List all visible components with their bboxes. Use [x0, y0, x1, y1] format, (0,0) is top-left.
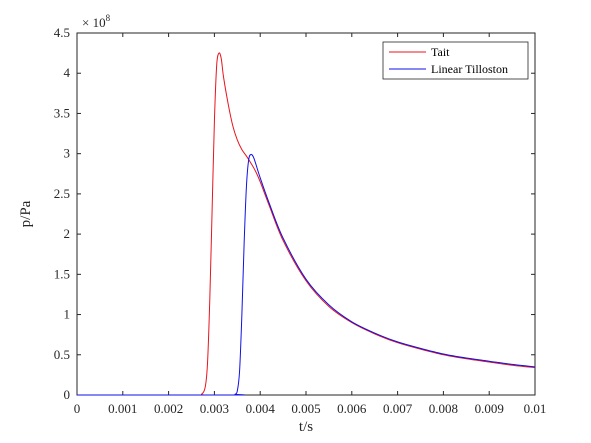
- y-tick-label: 4: [64, 65, 71, 80]
- series-group: [76, 52, 536, 396]
- x-tick-label: 0.003: [200, 401, 229, 416]
- y-exponent-label: × 108: [82, 13, 111, 30]
- x-tick-label: 0.005: [291, 401, 320, 416]
- x-tick-label: 0.009: [475, 401, 504, 416]
- x-tick-label: 0.006: [337, 401, 367, 416]
- x-tick-label: 0: [74, 401, 81, 416]
- legend: Tait Linear Tilloston: [382, 41, 529, 80]
- y-tick-label: 2: [64, 226, 71, 241]
- y-tick-label: 1.5: [54, 266, 70, 281]
- legend-box: [382, 41, 529, 80]
- axis-ticks: 0 0.001 0.002 0.003 0.004 0.005 0.006 0.007 0.00…: [54, 25, 547, 416]
- series-line-tait: [76, 52, 536, 396]
- plot-area: [76, 32, 536, 396]
- x-tick-label: 0.008: [429, 401, 458, 416]
- y-tick-label: 1: [64, 307, 71, 322]
- y-tick-label: 2.5: [54, 186, 70, 201]
- x-tick-label: 0.001: [108, 401, 137, 416]
- x-tick-label: 0.01: [524, 401, 547, 416]
- legend-label-linear-tilloston: Linear Tilloston: [431, 62, 508, 76]
- y-axis-label: p/Pa: [18, 200, 34, 227]
- watermark-text: CSDN @郑永辉: [499, 425, 585, 440]
- y-tick-label: 3: [64, 146, 71, 161]
- x-tick-label: 0.007: [383, 401, 413, 416]
- y-tick-label: 3.5: [54, 105, 70, 120]
- x-tick-label: 0.004: [246, 401, 276, 416]
- legend-label-tait: Tait: [431, 45, 450, 59]
- y-tick-label: 0.5: [54, 347, 70, 362]
- x-axis-label: t/s: [299, 419, 313, 435]
- y-tick-label: 4.5: [54, 25, 70, 40]
- y-tick-label: 0: [64, 387, 71, 402]
- x-tick-label: 0.002: [154, 401, 183, 416]
- series-line-linear-tilloston: [76, 153, 536, 396]
